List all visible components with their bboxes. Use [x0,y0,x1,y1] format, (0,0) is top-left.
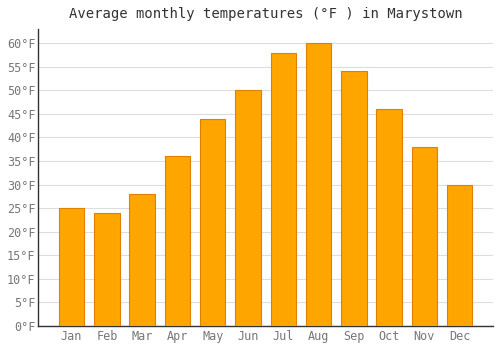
Bar [412,147,437,326]
Bar [376,109,402,326]
Bar [306,43,332,326]
Bar [200,119,226,326]
Bar [270,52,296,326]
Bar [341,71,366,326]
Bar [59,208,84,326]
Bar [94,213,120,326]
Title: Average monthly temperatures (°F ) in Marystown: Average monthly temperatures (°F ) in Ma… [69,7,462,21]
Bar [447,184,472,326]
Bar [236,90,260,326]
Bar [164,156,190,326]
Bar [130,194,155,326]
